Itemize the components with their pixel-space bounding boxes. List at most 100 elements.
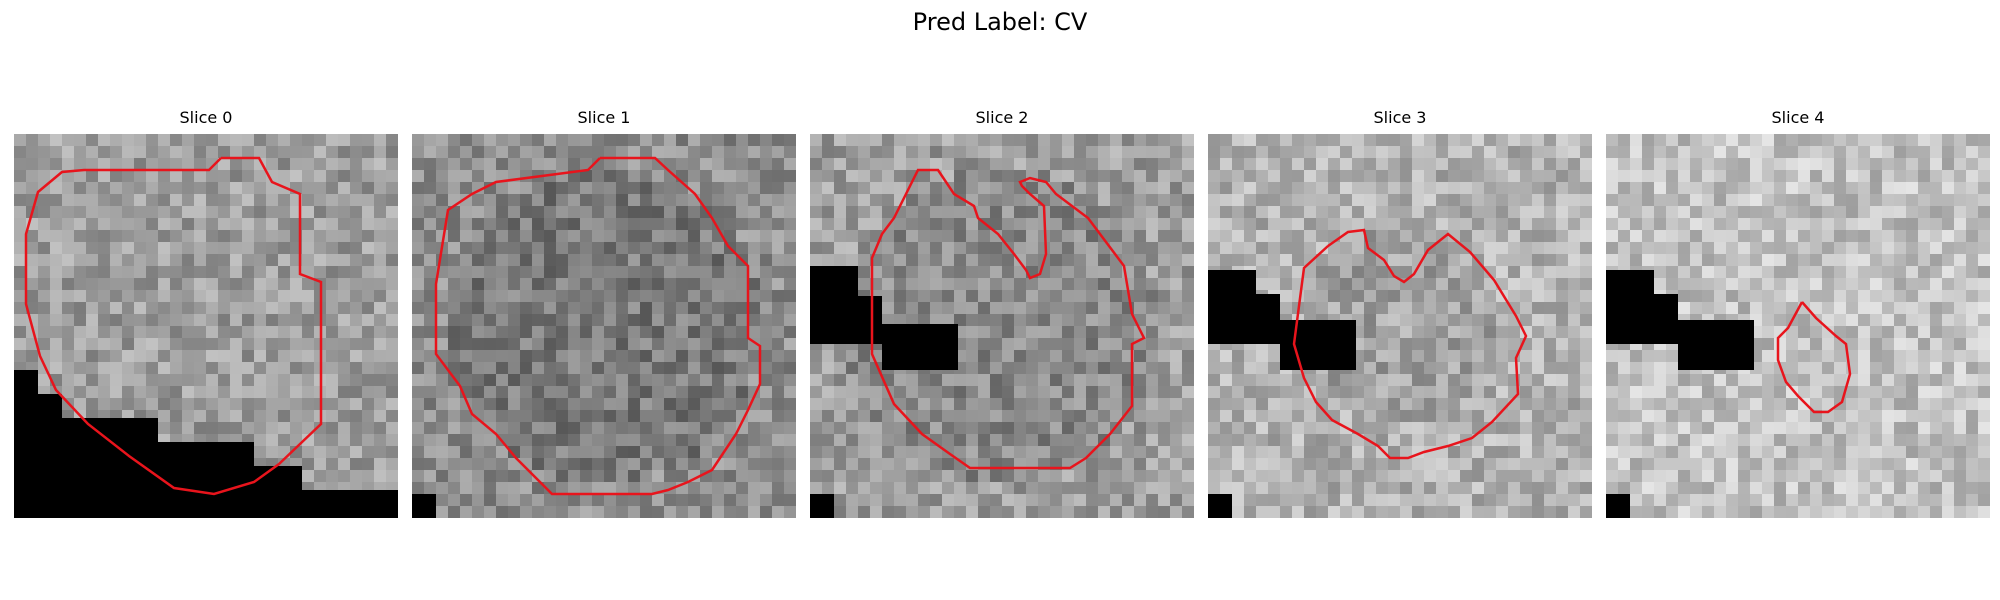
pixel-cell	[1436, 218, 1448, 230]
pixel-cell	[1038, 482, 1050, 494]
pixel-cell	[206, 350, 218, 362]
pixel-cell	[676, 218, 688, 230]
pixel-cell	[1580, 410, 1592, 422]
pixel-cell	[906, 194, 918, 206]
pixel-cell	[616, 290, 628, 302]
pixel-cell	[1026, 398, 1038, 410]
pixel-cell	[1702, 446, 1714, 458]
pixel-cell	[472, 350, 484, 362]
pixel-cell	[218, 230, 230, 242]
pixel-cell	[810, 194, 822, 206]
pixel-cell	[1642, 254, 1654, 266]
pixel-cell	[1014, 338, 1026, 350]
pixel-cell	[1690, 386, 1702, 398]
pixel-cell	[834, 362, 846, 374]
pixel-cell	[50, 242, 62, 254]
pixel-cell	[616, 338, 628, 350]
pixel-cell	[1388, 362, 1400, 374]
pixel-cell	[1750, 218, 1762, 230]
pixel-cell	[1774, 290, 1786, 302]
pixel-cell	[496, 350, 508, 362]
pixel-cell	[1158, 182, 1170, 194]
slice-image	[810, 134, 1194, 518]
pixel-cell	[628, 194, 640, 206]
pixel-cell	[1158, 254, 1170, 266]
pixel-cell	[1098, 314, 1110, 326]
pixel-cell	[1232, 158, 1244, 170]
pixel-cell	[1098, 146, 1110, 158]
pixel-cell	[496, 386, 508, 398]
pixel-cell	[484, 146, 496, 158]
pixel-cell	[1232, 410, 1244, 422]
pixel-cell	[1158, 206, 1170, 218]
pixel-cell	[1496, 482, 1508, 494]
pixel-cell	[1520, 434, 1532, 446]
pixel-cell	[1376, 218, 1388, 230]
pixel-cell	[1858, 158, 1870, 170]
pixel-cell	[664, 506, 676, 518]
pixel-cell	[242, 410, 254, 422]
pixel-cell	[1182, 410, 1194, 422]
pixel-cell	[326, 362, 338, 374]
pixel-cell	[1292, 170, 1304, 182]
pixel-cell	[182, 266, 194, 278]
pixel-cell	[592, 194, 604, 206]
pixel-cell	[1110, 494, 1122, 506]
pixel-cell	[748, 362, 760, 374]
pixel-cell	[1930, 398, 1942, 410]
pixel-cell	[1122, 206, 1134, 218]
pixel-cell	[1774, 254, 1786, 266]
pixel-cell	[1678, 446, 1690, 458]
pixel-cell	[1606, 446, 1618, 458]
pixel-cell	[1328, 266, 1340, 278]
pixel-cell	[1906, 290, 1918, 302]
pixel-cell	[556, 506, 568, 518]
pixel-cell	[918, 494, 930, 506]
pixel-cell	[1074, 158, 1086, 170]
pixel-cell	[86, 242, 98, 254]
pixel-cell	[1954, 338, 1966, 350]
pixel-cell	[604, 446, 616, 458]
pixel-cell	[1256, 158, 1268, 170]
pixel-cell	[98, 266, 110, 278]
pixel-cell	[712, 374, 724, 386]
pixel-cell	[882, 422, 894, 434]
pixel-cell	[1726, 278, 1738, 290]
pixel-cell	[1942, 242, 1954, 254]
pixel-cell	[1292, 254, 1304, 266]
pixel-cell	[122, 290, 134, 302]
pixel-cell	[98, 350, 110, 362]
pixel-cell	[748, 194, 760, 206]
pixel-cell	[1086, 506, 1098, 518]
pixel-cell	[1304, 470, 1316, 482]
pixel-cell	[1388, 134, 1400, 146]
pixel-cell	[846, 350, 858, 362]
pixel-cell	[1520, 230, 1532, 242]
pixel-cell	[424, 206, 436, 218]
pixel-cell	[1074, 338, 1086, 350]
pixel-cell	[1268, 242, 1280, 254]
pixel-cell	[1822, 206, 1834, 218]
pixel-cell	[918, 278, 930, 290]
pixel-cell	[1654, 206, 1666, 218]
pixel-cell	[1268, 278, 1280, 290]
pixel-cell	[1762, 362, 1774, 374]
pixel-cell	[1182, 158, 1194, 170]
pixel-cell	[1268, 182, 1280, 194]
pixel-cell	[484, 338, 496, 350]
pixel-cell	[520, 206, 532, 218]
pixel-cell	[484, 254, 496, 266]
pixel-cell	[846, 170, 858, 182]
pixel-cell	[966, 422, 978, 434]
pixel-cell	[472, 506, 484, 518]
pixel-cell	[1666, 218, 1678, 230]
pixel-cell	[592, 458, 604, 470]
pixel-cell	[1268, 482, 1280, 494]
pixel-cell	[616, 278, 628, 290]
pixel-cell	[1134, 482, 1146, 494]
pixel-cell	[544, 434, 556, 446]
pixel-cell	[1918, 218, 1930, 230]
pixel-cell	[38, 158, 50, 170]
pixel-cell	[966, 242, 978, 254]
pixel-cell	[1666, 374, 1678, 386]
